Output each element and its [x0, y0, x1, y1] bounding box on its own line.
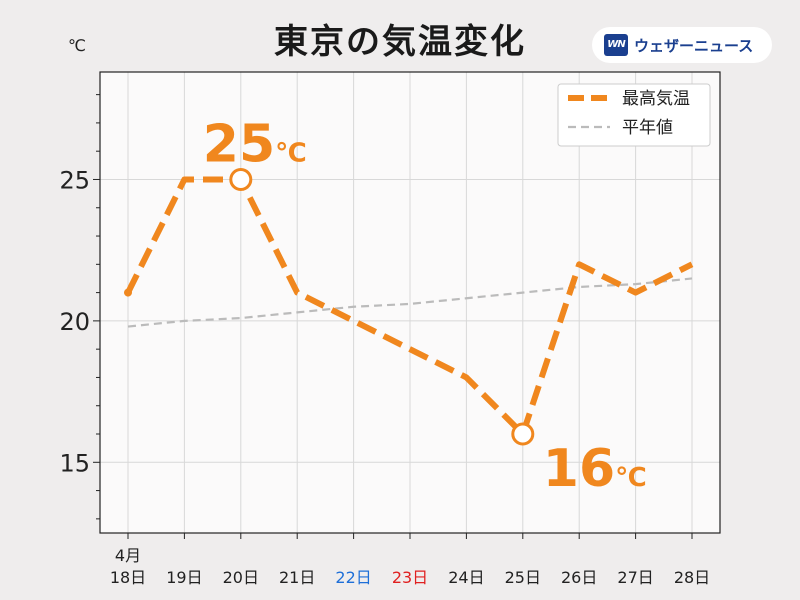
legend-label-max: 最高気温 — [622, 89, 690, 109]
x-tick-label: 26日 — [561, 568, 597, 587]
weathernews-mark-icon: WN — [604, 34, 628, 56]
highlight-marker — [229, 167, 253, 191]
annotation-number: 25 — [203, 114, 275, 174]
x-month-label: 4月 — [115, 546, 141, 565]
x-tick-label: 18日 — [110, 568, 146, 587]
y-tick-label: 25 — [59, 166, 90, 194]
y-tick-label: 20 — [59, 308, 90, 336]
data-point-start — [124, 288, 132, 297]
logo-text: ウェザーニュース — [634, 37, 754, 55]
peak-annotation: 25℃ — [203, 114, 307, 174]
x-tick-label: 24日 — [448, 568, 484, 587]
weathernews-logo: WN ウェザーニュース — [592, 27, 772, 63]
annotation-number: 16 — [543, 439, 615, 499]
x-tick-label: 23日 — [392, 568, 428, 587]
x-tick-label: 22日 — [335, 568, 371, 587]
y-tick-label: 15 — [59, 449, 90, 477]
x-tick-label: 21日 — [279, 568, 315, 587]
series-line-normal — [127, 277, 693, 328]
x-tick-label: 20日 — [223, 568, 259, 587]
series-line-max — [125, 176, 694, 438]
chart-title: 東京の気温変化 — [274, 22, 526, 62]
x-tick-label: 28日 — [674, 568, 710, 587]
peak-annotation: 16℃ — [543, 439, 647, 499]
x-tick-label: 19日 — [166, 568, 202, 587]
x-tick-label: 25日 — [505, 568, 541, 587]
annotation-unit: ℃ — [615, 463, 646, 493]
y-axis-unit: ℃ — [68, 36, 86, 55]
legend-label-normal: 平年値 — [622, 118, 673, 138]
x-tick-label: 27日 — [617, 568, 653, 587]
highlight-marker — [511, 422, 535, 446]
annotation-unit: ℃ — [275, 138, 306, 168]
